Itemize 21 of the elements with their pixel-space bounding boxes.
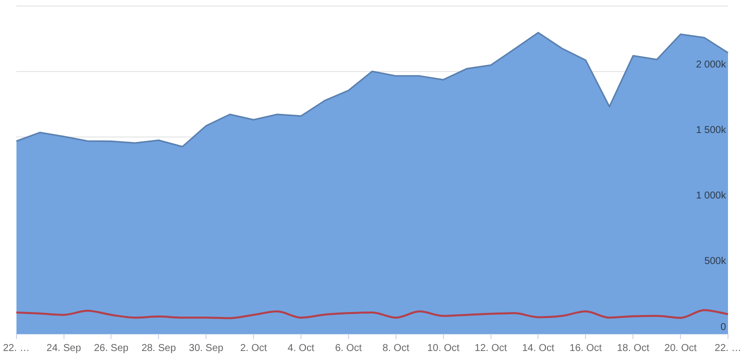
y-tick-label: 1 500k: [696, 124, 727, 136]
y-tick-label: 500k: [704, 256, 727, 268]
x-tick-label: 22. …: [2, 342, 30, 354]
x-tick-label: 8. Oct: [382, 342, 410, 354]
x-tick-label: 18. Oct: [616, 342, 650, 354]
x-tick-label: 12. Oct: [474, 342, 508, 354]
x-tick-label: 2. Oct: [240, 342, 268, 354]
y-tick-label: 0: [720, 322, 726, 333]
x-tick-label: 22. …: [714, 342, 742, 354]
x-tick-label: 20. Oct: [664, 342, 697, 354]
x-tick-label: 28. Sep: [141, 342, 176, 354]
x-tick-label: 26. Sep: [94, 342, 129, 354]
x-tick-label: 14. Oct: [522, 342, 555, 354]
x-tick-label: 10. Oct: [427, 342, 460, 354]
y-tick-label: 1 000k: [696, 190, 727, 202]
x-tick-label: 16. Oct: [570, 342, 602, 354]
x-tick-label: 24. Sep: [46, 342, 82, 354]
x-tick-label: 6. Oct: [335, 342, 362, 354]
x-tick-label: 4. Oct: [288, 342, 315, 354]
y-tick-label: 2 000k: [696, 59, 727, 70]
x-tick-label: 30. Sep: [188, 342, 224, 354]
